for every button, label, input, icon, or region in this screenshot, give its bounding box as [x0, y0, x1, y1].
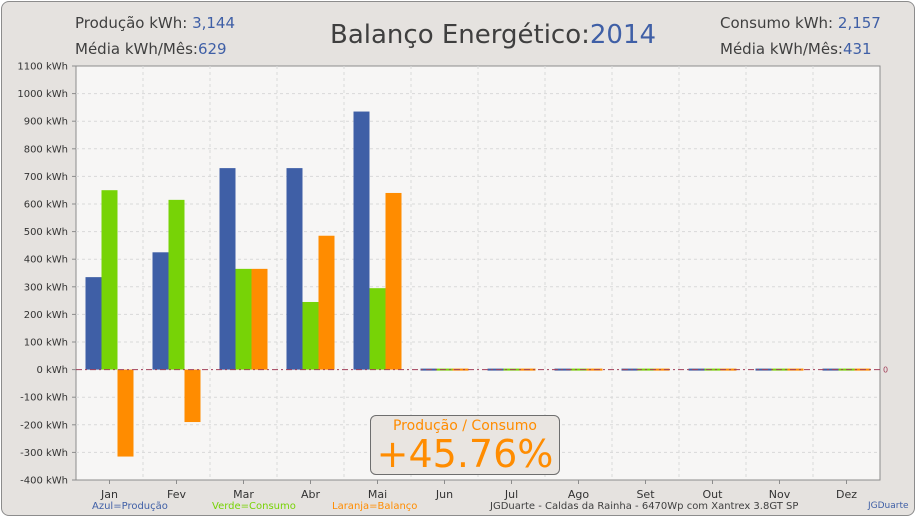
installation-info: JGDuarte - Caldas da Rainha - 6470Wp com… [490, 501, 799, 512]
x-tick-label: Jan [100, 488, 118, 501]
bar-producao [353, 111, 370, 370]
y-tick-label: 1000 kWh [17, 89, 68, 100]
x-tick-label: Jun [435, 488, 453, 501]
y-tick-label: -100 kWh [20, 393, 68, 404]
bar-balanco [452, 368, 469, 371]
bar-consumo [369, 288, 386, 370]
x-tick-label: Fev [167, 488, 186, 501]
bar-balanco [184, 369, 201, 423]
x-tick-label: Set [636, 488, 655, 501]
y-tick-label: 1100 kWh [17, 62, 68, 73]
y-tick-label: -300 kWh [20, 448, 68, 459]
bar-balanco [117, 369, 134, 457]
bar-consumo [235, 268, 252, 370]
bar-producao [85, 277, 102, 370]
consumo-media: Média kWh/Mês:431 [720, 40, 872, 58]
producao-total: Produção kWh: 3,144 [75, 14, 235, 32]
x-tick-label: Abr [301, 488, 321, 501]
bar-balanco [720, 368, 737, 371]
bar-consumo [101, 190, 118, 370]
bar-balanco [653, 368, 670, 371]
y-tick-label: 600 kWh [24, 200, 68, 211]
zero-marker-label: 0 [883, 366, 888, 375]
ratio-value: +45.76% [376, 432, 554, 476]
y-tick-label: 900 kWh [24, 117, 68, 128]
media-cons-label: Média kWh/Mês: [720, 40, 843, 58]
author-credit: JGDuarte [868, 501, 909, 511]
media-prod-value: 629 [197, 40, 227, 58]
x-tick-label: Mar [233, 488, 254, 501]
x-tick-label: Out [703, 488, 724, 501]
bar-producao [152, 252, 169, 370]
bar-balanco [318, 235, 335, 370]
bar-producao [822, 368, 839, 371]
title-year: 2014 [589, 20, 657, 50]
bar-balanco [251, 268, 268, 370]
y-tick-label: -400 kWh [20, 476, 68, 487]
ratio-badge: Produção / Consumo +45.76% [370, 415, 560, 475]
y-tick-label: 800 kWh [24, 144, 68, 155]
title-label: Balanço Energético: [330, 20, 590, 50]
legend-producao: Azul=Produção [92, 501, 168, 512]
consumo-label: Consumo kWh: [720, 14, 834, 32]
media-cons-value: 431 [842, 40, 872, 58]
producao-value: 3,144 [192, 14, 236, 32]
x-tick-label: Jul [504, 488, 518, 501]
bar-balanco [385, 192, 402, 370]
y-tick-label: -200 kWh [20, 420, 68, 431]
bar-producao [487, 368, 504, 371]
bar-consumo [704, 368, 721, 371]
y-tick-label: 200 kWh [24, 310, 68, 321]
producao-media: Média kWh/Mês:629 [75, 40, 227, 58]
bar-consumo [570, 368, 587, 371]
chart-title: Balanço Energético:2014 [330, 20, 656, 50]
y-tick-label: 400 kWh [24, 255, 68, 266]
ratio-label: Produção / Consumo [392, 418, 537, 434]
bar-producao [621, 368, 638, 371]
consumo-value: 2,157 [837, 14, 881, 32]
bar-producao [286, 168, 303, 370]
y-tick-label: 100 kWh [24, 338, 68, 349]
media-prod-label: Média kWh/Mês: [75, 40, 198, 58]
producao-label: Produção kWh: [75, 14, 188, 32]
legend-balanco: Laranja=Balanço [332, 501, 418, 512]
consumo-total: Consumo kWh: 2,157 [720, 14, 881, 32]
y-tick-label: 700 kWh [24, 172, 68, 183]
bar-producao [219, 168, 236, 370]
legend-consumo: Verde=Consumo [212, 501, 296, 512]
y-tick-label: 500 kWh [24, 227, 68, 238]
x-tick-label: Mai [368, 488, 387, 501]
bar-consumo [168, 199, 185, 370]
x-tick-label: Dez [836, 488, 857, 501]
x-tick-label: Nov [769, 488, 791, 501]
x-tick-label: Ago [568, 488, 590, 501]
y-tick-label: 300 kWh [24, 282, 68, 293]
bar-consumo [302, 301, 319, 370]
y-tick-label: 0 kWh [36, 365, 68, 376]
